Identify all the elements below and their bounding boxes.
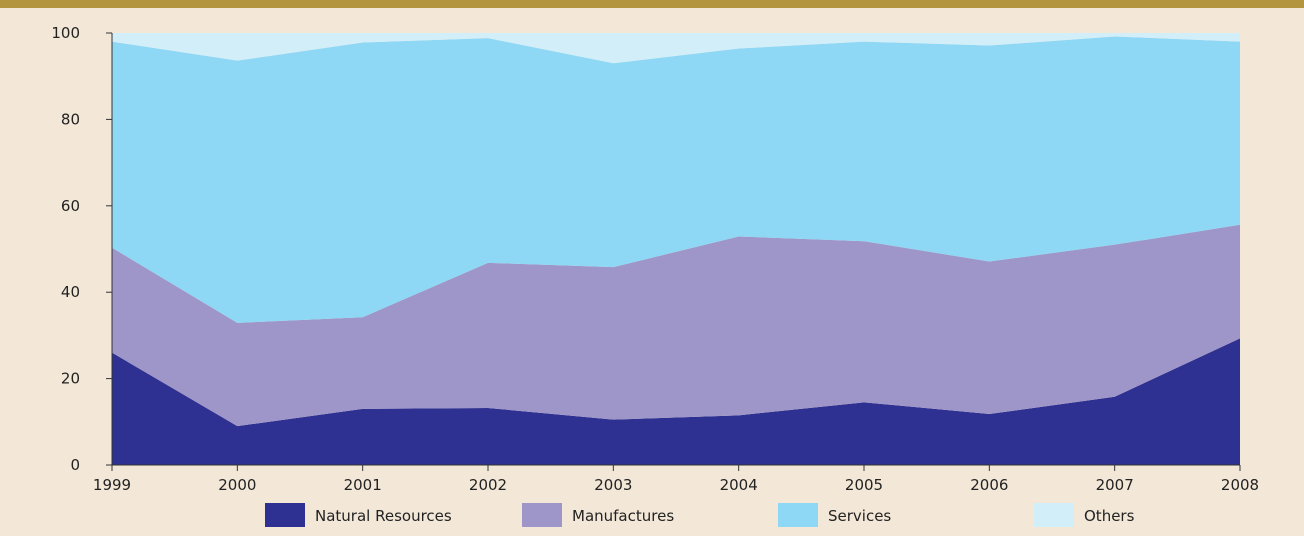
legend-label: Natural Resources xyxy=(315,507,452,525)
title-bar xyxy=(0,0,1304,8)
x-tick-label: 2006 xyxy=(970,476,1008,494)
y-tick-label: 0 xyxy=(70,456,80,474)
x-tick-label: 2005 xyxy=(845,476,883,494)
legend-item-natural-resources: Natural Resources xyxy=(265,503,452,527)
x-tick-label: 2003 xyxy=(594,476,632,494)
legend-label: Services xyxy=(828,507,891,525)
y-tick-label: 40 xyxy=(61,283,80,301)
x-tick-label: 2008 xyxy=(1221,476,1259,494)
area-natural-resources xyxy=(112,338,1240,465)
legend: Natural Resources Manufactures Services Oth… xyxy=(265,503,1135,527)
legend-item-manufactures: Manufactures xyxy=(522,503,674,527)
y-tick-label: 60 xyxy=(61,197,80,215)
x-tick-label: 2002 xyxy=(469,476,507,494)
legend-swatch xyxy=(1034,503,1074,527)
legend-label: Others xyxy=(1084,507,1135,525)
y-tick-label: 100 xyxy=(51,24,80,42)
x-tick-label: 1999 xyxy=(93,476,131,494)
legend-swatch xyxy=(265,503,305,527)
area-others xyxy=(112,33,1240,64)
y-tick-label: 20 xyxy=(61,370,80,388)
x-tick-label: 2001 xyxy=(344,476,382,494)
legend-label: Manufactures xyxy=(572,507,674,525)
legend-swatch xyxy=(522,503,562,527)
legend-item-services: Services xyxy=(778,503,891,527)
area-manufactures xyxy=(112,224,1240,427)
x-tick-label: 2004 xyxy=(720,476,758,494)
legend-swatch xyxy=(778,503,818,527)
axes: 0 20 40 60 80 100 1999 2000 2001 2002 2003 2004 2005… xyxy=(51,24,1259,494)
area-services xyxy=(112,36,1240,323)
x-tick-label: 2000 xyxy=(218,476,256,494)
x-tick-label: 2007 xyxy=(1096,476,1134,494)
areas xyxy=(112,33,1240,465)
legend-item-others: Others xyxy=(1034,503,1135,527)
y-tick-label: 80 xyxy=(61,110,80,128)
